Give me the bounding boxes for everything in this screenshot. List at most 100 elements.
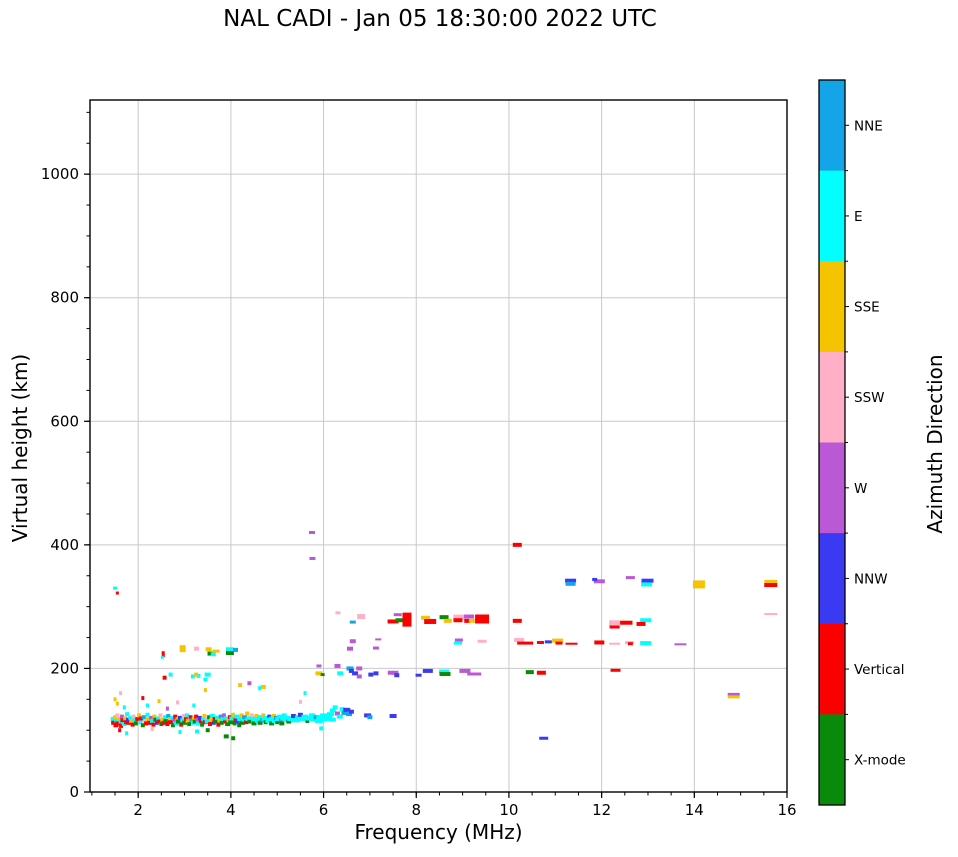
data-point bbox=[231, 712, 236, 717]
data-point bbox=[334, 663, 341, 668]
colorbar-frame bbox=[818, 79, 846, 806]
data-point bbox=[145, 712, 150, 717]
data-point bbox=[375, 638, 382, 641]
data-point bbox=[525, 670, 534, 675]
data-point bbox=[395, 618, 405, 623]
data-point bbox=[225, 647, 234, 652]
data-point bbox=[241, 717, 246, 722]
data-point bbox=[229, 716, 236, 721]
data-point bbox=[210, 652, 216, 657]
data-point bbox=[316, 664, 322, 668]
y-tick-label: 400 bbox=[50, 536, 79, 554]
data-point bbox=[141, 715, 146, 720]
data-point bbox=[343, 707, 351, 712]
data-point bbox=[612, 620, 633, 625]
data-point bbox=[552, 638, 564, 643]
data-point bbox=[260, 684, 266, 689]
data-point bbox=[459, 668, 471, 673]
data-point bbox=[151, 722, 156, 727]
data-point bbox=[422, 668, 433, 673]
data-point bbox=[149, 715, 154, 720]
data-point bbox=[387, 619, 399, 624]
data-point bbox=[275, 717, 283, 722]
data-point bbox=[636, 621, 646, 626]
data-point bbox=[115, 721, 122, 726]
data-point bbox=[163, 718, 169, 723]
data-point bbox=[319, 726, 324, 731]
data-point bbox=[609, 620, 621, 627]
data-point bbox=[298, 717, 308, 722]
data-point bbox=[233, 717, 238, 722]
data-point bbox=[125, 712, 130, 717]
data-point bbox=[110, 717, 115, 722]
data-point bbox=[225, 650, 234, 655]
data-point bbox=[175, 717, 180, 722]
data-point bbox=[249, 713, 254, 718]
data-point bbox=[129, 718, 134, 723]
x-axis-label: Frequency (MHz) bbox=[354, 820, 523, 844]
data-point bbox=[627, 642, 633, 646]
data-point bbox=[189, 718, 194, 723]
data-point bbox=[207, 651, 213, 656]
data-point bbox=[625, 576, 635, 580]
data-point bbox=[269, 716, 277, 721]
data-point bbox=[315, 671, 323, 676]
data-point bbox=[185, 718, 191, 723]
data-point bbox=[254, 714, 259, 719]
data-point bbox=[357, 614, 366, 620]
data-point bbox=[349, 639, 356, 644]
data-point bbox=[439, 615, 449, 620]
colorbar-segment-label: SSW bbox=[854, 390, 885, 406]
data-point bbox=[141, 696, 145, 701]
colorbar-segment-label: W bbox=[854, 481, 867, 497]
data-point bbox=[214, 715, 219, 720]
data-point bbox=[165, 722, 170, 727]
data-point bbox=[356, 666, 363, 671]
data-point bbox=[132, 718, 138, 723]
data-point bbox=[170, 715, 175, 720]
x-tick-label: 10 bbox=[499, 801, 518, 819]
data-point bbox=[321, 717, 331, 722]
colorbar-segment bbox=[819, 170, 845, 262]
data-point bbox=[223, 734, 229, 739]
data-point bbox=[120, 718, 126, 723]
data-point bbox=[245, 711, 250, 716]
data-point bbox=[194, 672, 199, 677]
data-point bbox=[220, 717, 226, 722]
data-point bbox=[335, 611, 341, 615]
data-point bbox=[177, 715, 182, 720]
data-point bbox=[179, 722, 184, 727]
data-point bbox=[640, 641, 652, 646]
data-point bbox=[223, 719, 228, 724]
data-point bbox=[764, 583, 778, 588]
colorbar-segment-label: X-mode bbox=[854, 753, 906, 769]
data-point bbox=[196, 673, 201, 678]
data-point bbox=[203, 677, 208, 682]
data-point bbox=[197, 715, 202, 720]
data-point bbox=[454, 638, 463, 642]
data-point bbox=[539, 736, 549, 740]
data-point bbox=[157, 699, 161, 704]
data-point bbox=[536, 670, 546, 675]
data-point bbox=[348, 668, 354, 673]
data-point bbox=[144, 721, 149, 726]
colorbar-segment-label: SSE bbox=[854, 300, 880, 316]
data-point bbox=[389, 714, 397, 719]
data-point bbox=[320, 673, 325, 677]
data-point bbox=[298, 699, 302, 704]
data-point bbox=[415, 673, 422, 677]
data-point bbox=[131, 714, 136, 719]
data-point bbox=[204, 719, 211, 724]
data-point bbox=[286, 719, 292, 724]
data-point bbox=[320, 713, 328, 718]
data-point bbox=[126, 720, 132, 725]
colorbar-segment bbox=[819, 714, 845, 806]
data-point bbox=[316, 715, 327, 720]
data-point bbox=[346, 646, 353, 651]
data-point bbox=[115, 713, 120, 718]
data-point bbox=[337, 671, 344, 676]
data-point bbox=[239, 713, 244, 718]
data-point bbox=[160, 717, 166, 722]
colorbar-segment bbox=[819, 80, 845, 172]
x-tick-label: 4 bbox=[226, 801, 236, 819]
